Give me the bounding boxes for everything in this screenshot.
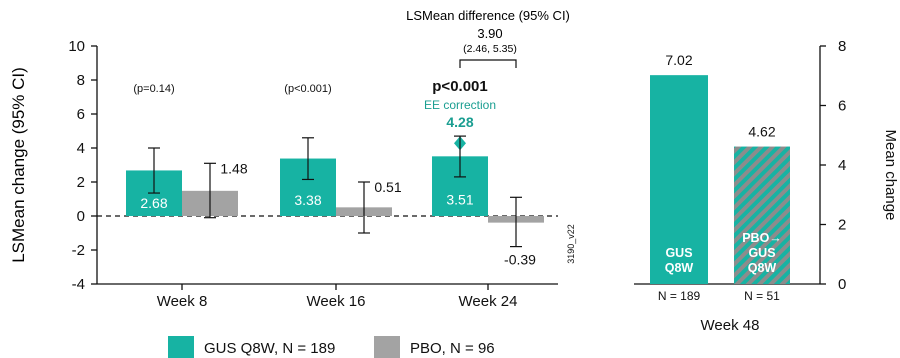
right-y-tick-label: 4 [838,157,846,174]
bar-week48-n-label: N = 189 [658,289,701,303]
right-x-axis-label: Week 48 [701,317,760,334]
right-y-tick-label: 2 [838,217,846,234]
left-x-tick-label: Week 24 [459,293,518,310]
left-chart: LSMean change (95% CI) LSMean difference… [9,8,576,310]
bar-gus-value-label: 2.68 [140,195,167,211]
bar-week48-gus [650,75,708,284]
p-value: (p<0.001) [284,83,331,95]
difference-header: LSMean difference (95% CI) [406,8,570,23]
bar-pbo-value-label: -0.39 [504,252,536,268]
bar-week48-value-label: 4.62 [748,124,775,140]
left-y-tick-label: 4 [77,140,85,157]
legend-label-gus: GUS Q8W, N = 189 [204,340,335,357]
bar-week48-inner-label: Q8W [665,261,694,275]
left-x-tick-label: Week 16 [307,293,366,310]
ee-correction-label: EE correction [424,98,496,112]
p-value: p<0.001 [432,78,487,95]
bar-week48-value-label: 7.02 [665,52,692,68]
bar-week48-inner-label: GUS [665,246,692,260]
bar-gus-value-label: 3.51 [446,191,473,207]
left-y-tick-label: 10 [68,38,85,55]
legend-swatch-pbo [374,336,400,358]
left-y-axis-label: LSMean change (95% CI) [9,67,28,263]
ee-correction-value: 4.28 [446,114,473,130]
right-y-axis-label: Mean change [882,130,899,221]
right-y-tick-label: 8 [838,38,846,55]
left-y-tick-label: 8 [77,72,85,89]
bar-week48-n-label: N = 51 [744,289,780,303]
left-y-tick-label: -2 [72,242,85,259]
left-y-tick-label: -4 [72,276,85,293]
left-x-tick-label: Week 8 [157,293,208,310]
left-y-tick-label: 2 [77,174,85,191]
bar-pbo-value-label: 0.51 [374,179,401,195]
difference-bracket [459,59,517,68]
bar-week48-inner-label: PBO→ [742,231,782,245]
bar-pbo-value-label: 1.48 [220,160,247,176]
bar-week48-inner-label: GUS [748,246,775,260]
bar-week48-inner-label: Q8W [748,261,777,275]
p-value: (p=0.14) [133,83,174,95]
legend-label-pbo: PBO, N = 96 [410,340,495,357]
left-y-tick-label: 6 [77,106,85,123]
figure-code: 3190_v22 [566,224,576,264]
difference-value: 3.90 [477,26,502,41]
bar-gus-value-label: 3.38 [294,192,321,208]
difference-ci: (2.46, 5.35) [463,43,517,55]
left-y-tick-label: 0 [77,208,85,225]
right-y-tick-label: 6 [838,98,846,115]
legend: GUS Q8W, N = 189 PBO, N = 96 [168,336,495,358]
bar-week48-pbo-gus [734,146,790,284]
legend-swatch-gus [168,336,194,358]
right-y-tick-label: 0 [838,276,846,293]
